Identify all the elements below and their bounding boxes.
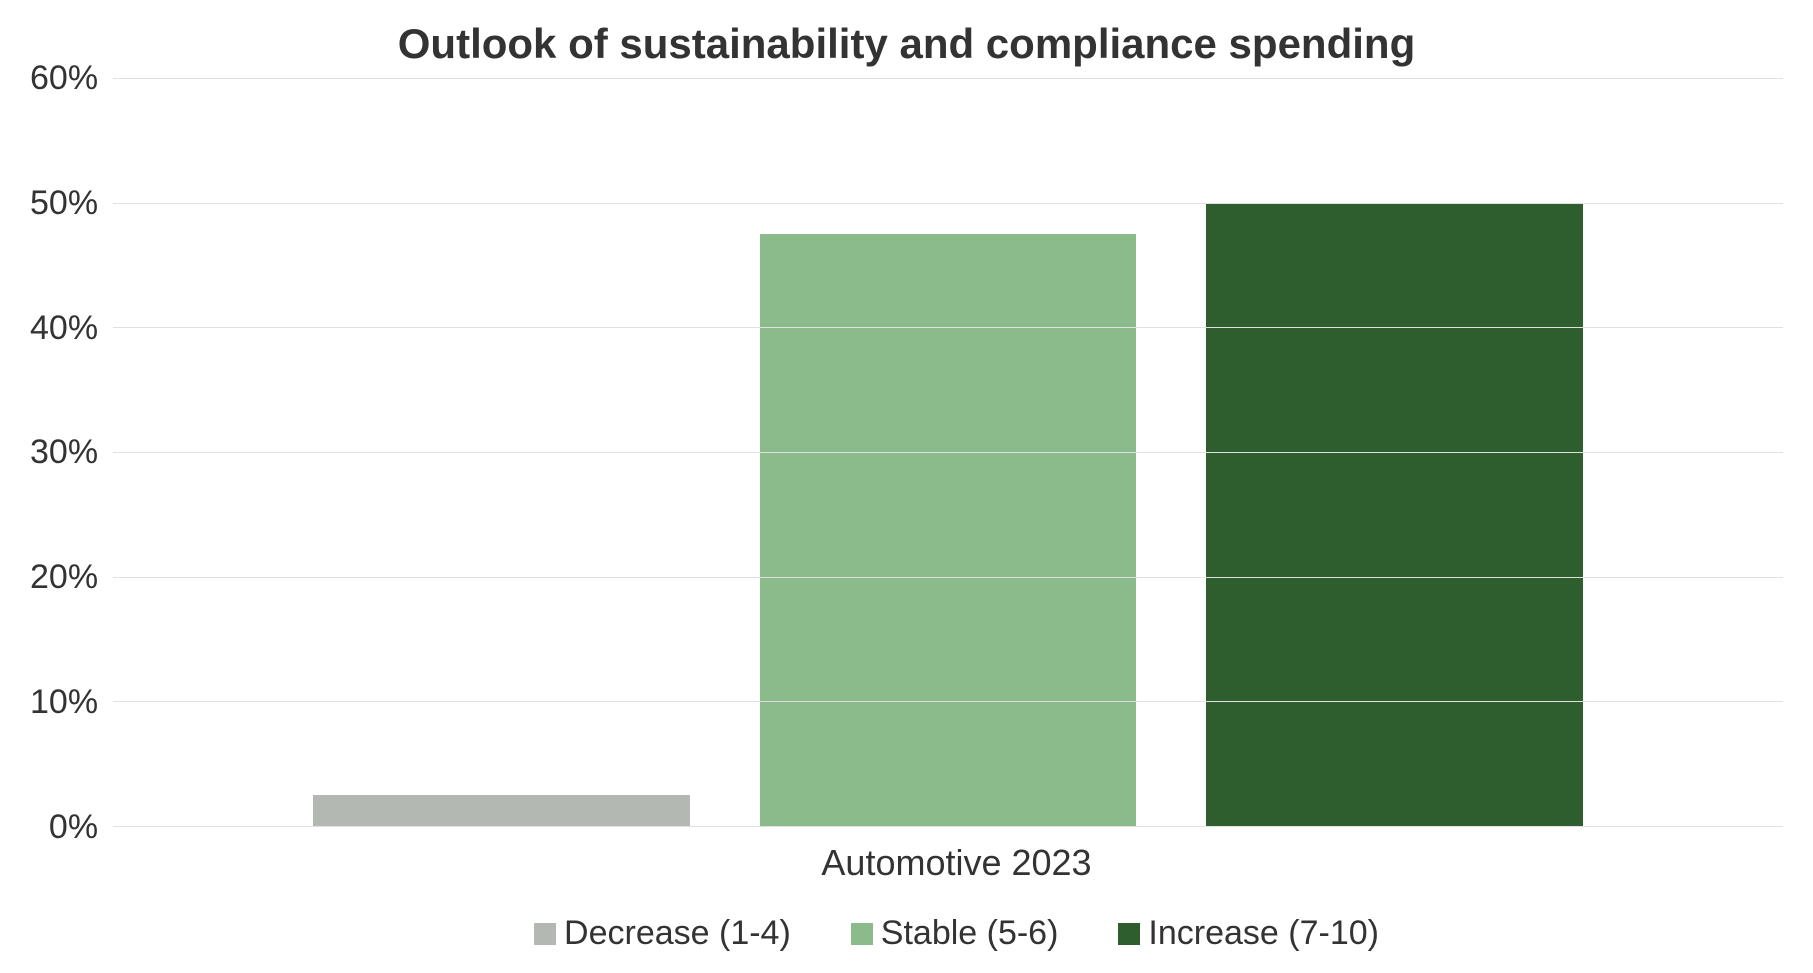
gridline bbox=[113, 577, 1783, 578]
legend-swatch bbox=[1118, 923, 1140, 945]
gridline bbox=[113, 701, 1783, 702]
legend-item: Decrease (1-4) bbox=[534, 914, 791, 953]
gridline bbox=[113, 78, 1783, 79]
bar bbox=[1206, 203, 1583, 826]
legend: Decrease (1-4) Stable (5-6) Increase (7-10… bbox=[30, 884, 1783, 953]
gridline bbox=[113, 327, 1783, 328]
chart-title: Outlook of sustainability and compliance… bbox=[30, 20, 1783, 68]
legend-item: Increase (7-10) bbox=[1118, 914, 1379, 953]
gridline bbox=[113, 826, 1783, 827]
x-axis-label: Automotive 2023 bbox=[30, 827, 1783, 884]
legend-label: Decrease (1-4) bbox=[564, 914, 791, 953]
gridline bbox=[113, 452, 1783, 453]
legend-swatch bbox=[851, 923, 873, 945]
legend-label: Stable (5-6) bbox=[881, 914, 1059, 953]
legend-swatch bbox=[534, 923, 556, 945]
chart-container: Outlook of sustainability and compliance… bbox=[0, 0, 1813, 973]
bar bbox=[760, 234, 1137, 826]
chart-body: 60%50%40%30%20%10%0% bbox=[30, 78, 1783, 827]
plot-area bbox=[113, 78, 1783, 827]
bar bbox=[313, 795, 690, 826]
legend-label: Increase (7-10) bbox=[1148, 914, 1379, 953]
y-axis: 60%50%40%30%20%10%0% bbox=[30, 78, 113, 827]
legend-item: Stable (5-6) bbox=[851, 914, 1059, 953]
gridline bbox=[113, 203, 1783, 204]
